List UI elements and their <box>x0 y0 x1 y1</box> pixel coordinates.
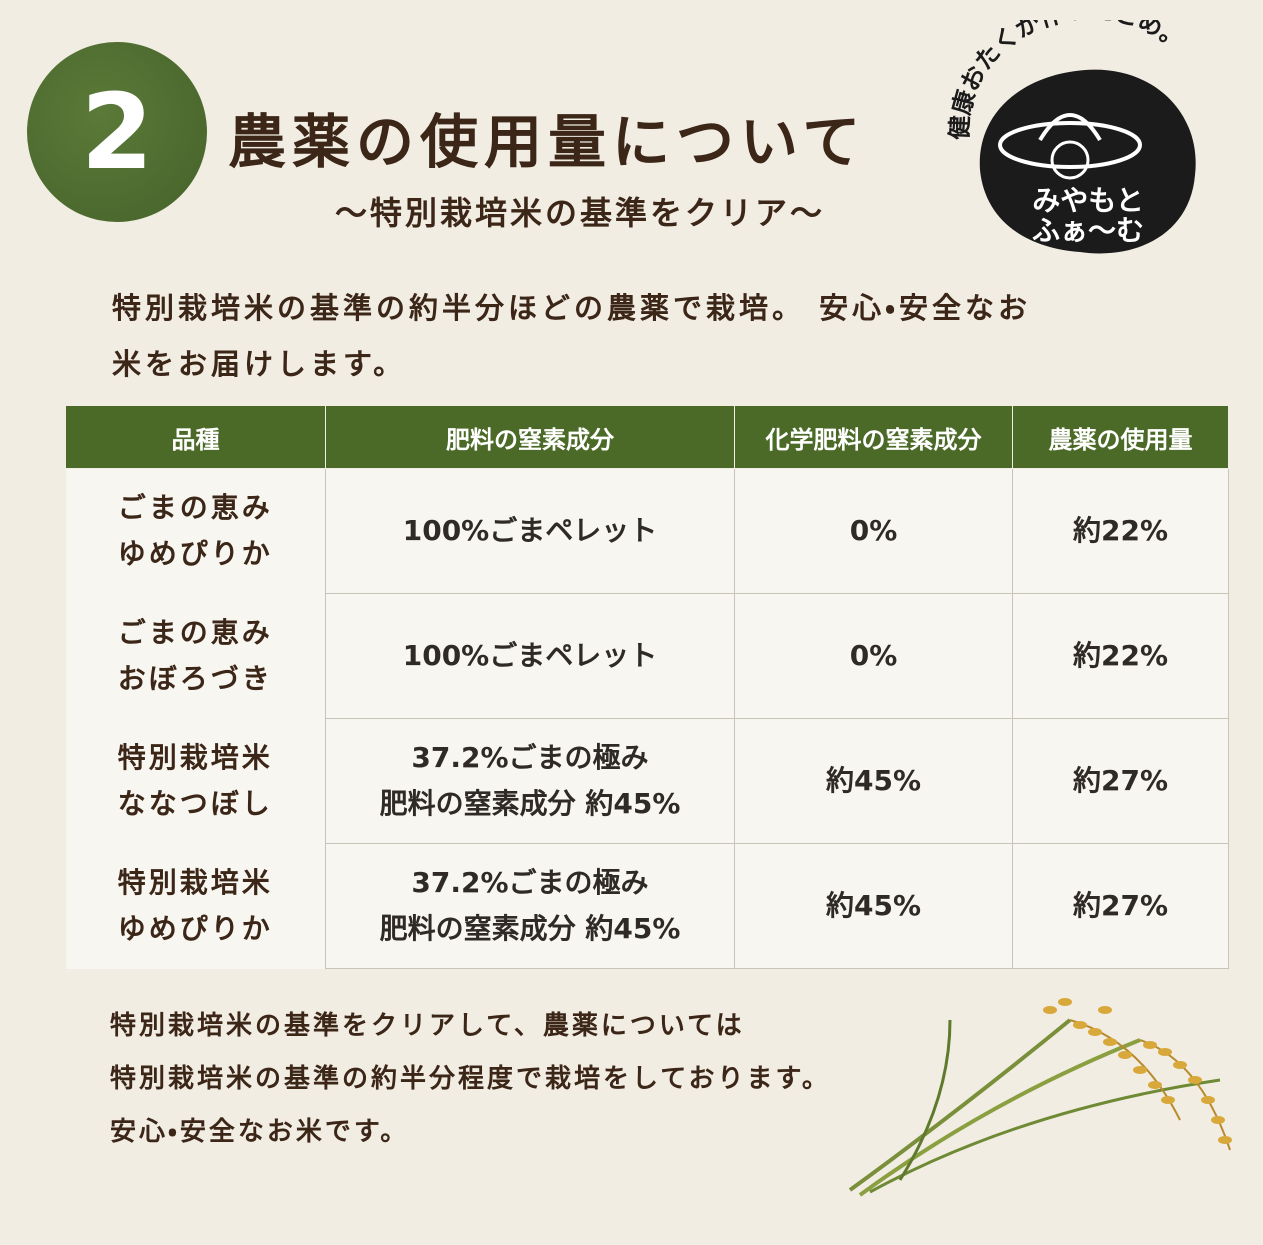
table-row: ごまの恵みおぼろづき 100%ごまペレット 0% 約22% <box>65 593 1229 719</box>
data-cell: 約45% <box>734 843 1013 969</box>
cell-line: 37.2%ごまの極み <box>411 741 649 774</box>
cell-line: ごまの恵み <box>117 616 273 649</box>
table-row: ごまの恵みゆめぴりか 100%ごまペレット 0% 約22% <box>65 468 1229 594</box>
data-cell: 約22% <box>1012 593 1229 719</box>
comparison-table: 品種 肥料の窒素成分 化学肥料の窒素成分 農薬の使用量 ごまの恵み ゆめぴりか 100%ごま… <box>65 405 1229 969</box>
column-header: 肥料の窒素成分 <box>325 405 735 469</box>
column-header: 化学肥料の窒素成分 <box>734 405 1013 469</box>
cell-line: 約22% <box>1072 514 1169 547</box>
cell-line: 約22% <box>1072 639 1169 672</box>
hat-brim <box>998 121 1142 169</box>
number-badge <box>27 42 207 222</box>
variety-cell: ごまの恵みゆめぴりか <box>65 468 326 594</box>
cell-line: 100%ごまペレット <box>402 514 658 547</box>
footer-line: 特別栽培米の基準をクリアして、農薬については <box>110 1011 745 1041</box>
footer-line: 安心・安全なお米です。 <box>110 1117 410 1147</box>
variety-cell: ごまの恵みおぼろづき <box>65 593 326 719</box>
footer-text: 特別栽培米の基準をクリアして、農薬については特別栽培米の基準の約半分程度で栽培を… <box>110 1000 831 1159</box>
header-row: 品種 肥料の窒素成分 化学肥料の窒素成分 農薬の使用量 <box>65 405 1229 469</box>
column-header: 農薬の使用量 <box>1012 405 1229 469</box>
column-header: 品種 <box>65 405 326 469</box>
variety-cell: 特別栽培米ゆめぴりか <box>65 843 326 969</box>
cell-line: 0% <box>849 514 898 547</box>
cell-line: 約27% <box>1072 764 1169 797</box>
cell-line: 100%ごまペレット <box>402 639 658 672</box>
data-cell: 37.2%ごまの極み 肥料の窒素成分 約45% <box>325 718 735 844</box>
cell-line: 約27% <box>1072 889 1169 922</box>
logo-name: ふぁ〜む <box>1032 214 1144 247</box>
table-row: 特別栽培米 ななつぼし 37.2%ごまの極み 肥料の窒素成分 約45% 約45% 約27% <box>65 718 1229 844</box>
footer-line: 特別栽培米の基準の約半分程度で栽培をしております。 <box>110 1064 831 1094</box>
logo: 健康おたくが作ったこめ。 みやもと ふぁ〜む <box>945 20 1196 254</box>
subtitle: 〜特別栽培米の基準をクリア〜 <box>334 194 825 232</box>
data-cell: 約27% <box>1012 843 1229 969</box>
cell-line: 特別栽培米 <box>117 866 273 899</box>
intro-line: 特別栽培米の基準の約半分ほどの農薬で栽培。 安心・安全なお <box>112 291 1031 325</box>
logo-name: みやもと <box>1032 184 1143 217</box>
cell-line: おぼろづき <box>117 662 273 695</box>
data-cell: 37.2%ごまの極み 肥料の窒素成分 約45% <box>325 843 735 969</box>
data-cell: 約22% <box>1012 468 1229 594</box>
cell-line: 肥料の窒素成分 約45% <box>379 787 681 820</box>
hat-top <box>1038 113 1102 142</box>
cell-line: ななつぼし <box>117 787 273 820</box>
data-cell: 約27% <box>1012 718 1229 844</box>
section-number: 2 <box>80 71 154 193</box>
table-body: ごまの恵み ゆめぴりか 100%ごまペレット 0% 約22% ごまの恵み おぼろづき 100%… <box>65 468 1229 969</box>
cell-line: 約45% <box>825 889 922 922</box>
cell-line: 0% <box>849 639 898 672</box>
cell-line: ゆめぴりか <box>117 912 273 945</box>
intro-text: 特別栽培米の基準の約半分ほどの農薬で栽培。 安心・安全なお 米をお届けします。 <box>112 280 1031 392</box>
table-row: 特別栽培米 ゆめぴりか 37.2%ごまの極み 肥料の窒素成分 約45% 約45% 約27% <box>65 843 1229 969</box>
cell-line: ゆめぴりか <box>117 537 273 571</box>
data-cell: 約45% <box>734 718 1013 844</box>
cell-line: 特別栽培米 <box>117 741 273 774</box>
face <box>1050 140 1090 180</box>
cell-line: 約45% <box>825 764 922 797</box>
data-cell: 100%ごまペレット <box>325 468 735 594</box>
cell-line: 肥料の窒素成分 約45% <box>379 912 681 945</box>
cell-line: ごまの恵み <box>117 491 273 525</box>
title: 農薬の使用量について <box>228 108 867 176</box>
variety-cell: 特別栽培米ななつぼし <box>65 718 326 844</box>
cell-line: 37.2%ごまの極み <box>411 866 649 899</box>
data-cell: 100%ごまペレット <box>325 593 735 719</box>
data-cell: 0% <box>734 593 1013 719</box>
data-cell: 0% <box>734 468 1013 594</box>
rice-illustration <box>848 998 1232 1197</box>
intro-line: 米をお届けします。 <box>112 347 407 381</box>
